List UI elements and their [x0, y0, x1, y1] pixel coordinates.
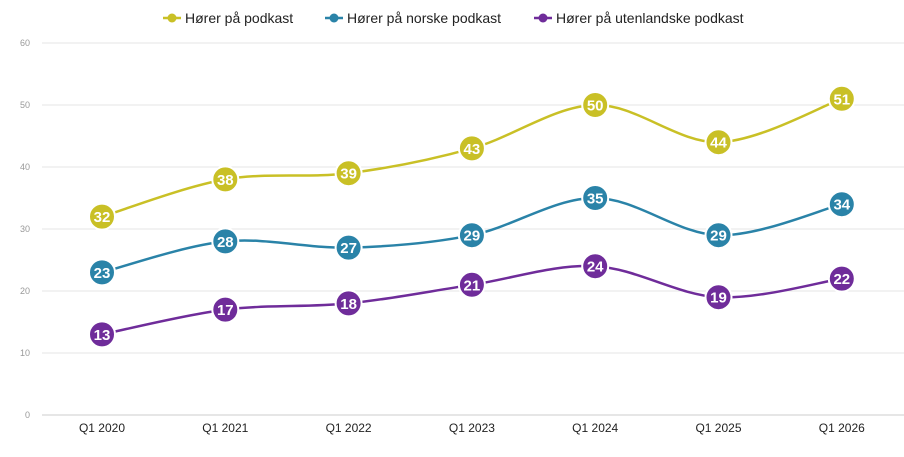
data-label: 38 — [217, 172, 234, 189]
data-point: 35 — [581, 184, 610, 212]
data-point: 19 — [704, 283, 733, 312]
data-point-marker — [704, 221, 733, 250]
data-point: 17 — [211, 295, 240, 324]
data-point-marker — [457, 221, 486, 250]
data-point-marker — [334, 289, 363, 318]
data-label: 23 — [94, 265, 111, 282]
y-tick-label: 30 — [20, 224, 30, 234]
data-point-marker — [457, 134, 486, 163]
data-point-marker — [88, 320, 116, 349]
data-point: 18 — [334, 289, 363, 318]
data-label: 19 — [710, 290, 727, 307]
data-label: 24 — [587, 259, 604, 276]
data-point-marker — [827, 264, 856, 293]
data-label: 34 — [833, 197, 850, 214]
data-point: 21 — [457, 270, 486, 299]
legend-label: Hører på podkast — [185, 10, 293, 26]
data-point: 22 — [827, 264, 856, 293]
data-point-marker — [581, 91, 610, 119]
data-label: 35 — [587, 191, 604, 208]
legend-marker — [167, 13, 177, 23]
legend-marker — [538, 13, 548, 23]
legend-item: Hører på utenlandske podkast — [534, 10, 744, 26]
data-point-marker — [581, 184, 610, 212]
y-tick-label: 50 — [20, 100, 30, 110]
data-point: 44 — [704, 128, 733, 157]
legend-marker — [329, 13, 339, 23]
data-points: 32 38 39 43 50 44 51 23 28 27 29 35 29 34 13 17 18 21 24 19… — [88, 84, 856, 349]
y-tick-label: 60 — [20, 38, 30, 48]
legend-label: Hører på norske podkast — [347, 10, 501, 26]
legend: Hører på podkast Hører på norske podkast H… — [163, 10, 744, 26]
data-label: 18 — [340, 296, 357, 313]
data-point: 23 — [88, 258, 116, 287]
data-point: 32 — [88, 202, 116, 231]
x-tick-label: Q1 2025 — [695, 421, 741, 435]
data-point-marker — [211, 165, 240, 194]
legend-item: Hører på podkast — [163, 10, 293, 26]
x-tick-label: Q1 2024 — [572, 421, 618, 435]
data-label: 39 — [340, 166, 357, 183]
data-point-marker — [334, 159, 363, 188]
y-axis: 0 10 20 30 40 50 60 — [20, 38, 30, 420]
legend-label: Hører på utenlandske podkast — [556, 10, 744, 26]
data-point: 39 — [334, 159, 363, 188]
data-point-marker — [211, 227, 240, 256]
data-point: 29 — [457, 221, 486, 250]
data-label: 28 — [217, 234, 234, 251]
data-point: 27 — [334, 233, 363, 262]
data-label: 51 — [833, 91, 850, 108]
data-point-marker — [88, 202, 116, 231]
data-label: 17 — [217, 302, 234, 319]
data-point: 13 — [88, 320, 116, 349]
data-point-marker — [704, 128, 733, 157]
data-point: 34 — [827, 190, 856, 219]
data-point: 43 — [457, 134, 486, 163]
y-tick-label: 20 — [20, 286, 30, 296]
data-label: 13 — [94, 327, 111, 344]
data-point: 29 — [704, 221, 733, 250]
data-point: 28 — [211, 227, 240, 256]
data-label: 27 — [340, 240, 357, 257]
data-point-marker — [827, 84, 856, 113]
data-label: 44 — [710, 135, 727, 152]
data-label: 29 — [464, 228, 481, 245]
data-point-marker — [88, 258, 116, 287]
data-label: 29 — [710, 228, 727, 245]
data-point-marker — [827, 190, 856, 219]
data-point: 38 — [211, 165, 240, 194]
x-tick-label: Q1 2023 — [449, 421, 495, 435]
data-label: 32 — [94, 209, 111, 226]
data-point-marker — [457, 270, 486, 299]
data-point: 24 — [581, 252, 610, 281]
data-label: 21 — [464, 277, 481, 294]
data-point-marker — [211, 295, 240, 324]
data-point: 51 — [827, 84, 856, 113]
x-tick-label: Q1 2021 — [202, 421, 248, 435]
data-label: 50 — [587, 98, 604, 115]
data-label: 22 — [833, 271, 850, 288]
x-tick-label: Q1 2020 — [79, 421, 125, 435]
data-point-marker — [704, 283, 733, 312]
x-tick-label: Q1 2026 — [819, 421, 865, 435]
data-point: 50 — [581, 91, 610, 119]
data-point-marker — [334, 233, 363, 262]
x-tick-label: Q1 2022 — [326, 421, 372, 435]
y-tick-label: 0 — [25, 410, 30, 420]
legend-item: Hører på norske podkast — [325, 10, 501, 26]
data-point-marker — [581, 252, 610, 281]
x-axis: Q1 2020 Q1 2021 Q1 2022 Q1 2023 Q1 2024 Q1 20… — [79, 421, 865, 435]
data-label: 43 — [464, 141, 481, 158]
y-tick-label: 40 — [20, 162, 30, 172]
y-tick-label: 10 — [20, 348, 30, 358]
